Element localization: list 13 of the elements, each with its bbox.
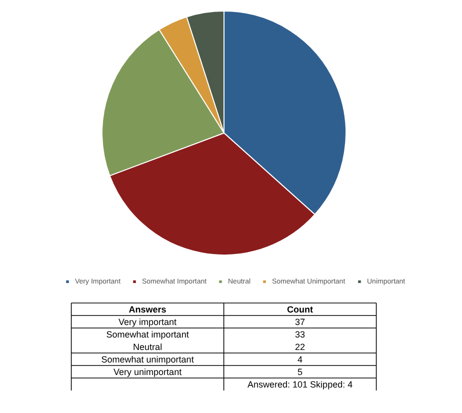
text: Somewhat unimportant — [101, 354, 194, 364]
text: Answers — [128, 304, 166, 314]
text: Very unimportant — [114, 366, 182, 377]
text: Answered: 101 Skipped: 4 — [248, 379, 353, 390]
text: 22 — [295, 342, 306, 352]
text: Somewhat important — [106, 329, 190, 340]
text: 5 — [298, 366, 303, 377]
text: Count — [287, 304, 314, 314]
text: 33 — [295, 329, 306, 340]
text: Very important — [118, 316, 178, 327]
text: 4 — [298, 354, 303, 364]
text: 37 — [295, 316, 306, 327]
text: Neutral — [133, 342, 162, 352]
